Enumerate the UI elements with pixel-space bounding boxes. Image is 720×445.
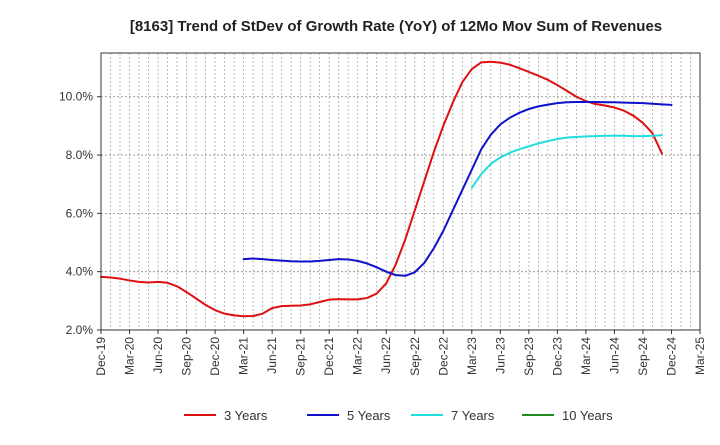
x-tick-label: Mar-21 (237, 337, 251, 375)
y-tick-label: 10.0% (59, 90, 93, 104)
y-tick-label: 6.0% (66, 206, 94, 220)
legend-label: 7 Years (451, 408, 495, 423)
x-tick-label: Dec-22 (436, 337, 450, 376)
x-tick-label: Jun-21 (265, 337, 279, 374)
x-tick-label: Dec-19 (94, 337, 108, 376)
y-tick-label: 8.0% (66, 148, 94, 162)
legend-label: 5 Years (347, 408, 391, 423)
x-tick-label: Sep-21 (294, 337, 308, 376)
x-tick-label: Sep-23 (522, 337, 536, 376)
x-tick-label: Dec-21 (322, 337, 336, 376)
x-tick-label: Mar-24 (579, 337, 593, 375)
axes: 2.0% 4.0% 6.0% 8.0% 10.0% Dec-19 Mar-20 Jun-20 S… (59, 52, 707, 376)
chart-title: [8163] Trend of StDev of Growth Rate (Yo… (130, 18, 662, 35)
series-lines (100, 60, 673, 318)
series-line-5-years (242, 100, 673, 277)
plot-border (100, 52, 701, 331)
x-tick-label: Sep-20 (180, 337, 194, 376)
y-tick-label: 2.0% (66, 323, 94, 337)
series-line-3-years (100, 60, 663, 318)
x-tick-label: Sep-24 (636, 337, 650, 376)
x-tick-label: Mar-23 (465, 337, 479, 375)
series-line-7-years (470, 134, 663, 189)
x-tick-label: Dec-20 (208, 337, 222, 376)
x-tick-label: Mar-20 (123, 337, 137, 375)
x-tick-label: Mar-25 (693, 337, 707, 375)
plot-area (101, 53, 700, 330)
x-tick-label: Dec-24 (664, 337, 678, 376)
legend: 3 Years 5 Years 7 Years 10 Years (184, 408, 613, 423)
legend-label: 3 Years (224, 408, 268, 423)
x-tick-label: Jun-23 (493, 337, 507, 374)
x-tick-label: Dec-23 (550, 337, 564, 376)
grid (101, 53, 700, 331)
x-tick-label: Mar-22 (351, 337, 365, 375)
x-tick-label: Sep-22 (408, 337, 422, 376)
x-tick-label: Jun-20 (151, 337, 165, 374)
legend-label: 10 Years (562, 408, 613, 423)
y-tick-label: 4.0% (66, 265, 94, 279)
x-tick-label: Jun-24 (607, 337, 621, 374)
x-tick-label: Jun-22 (379, 337, 393, 374)
